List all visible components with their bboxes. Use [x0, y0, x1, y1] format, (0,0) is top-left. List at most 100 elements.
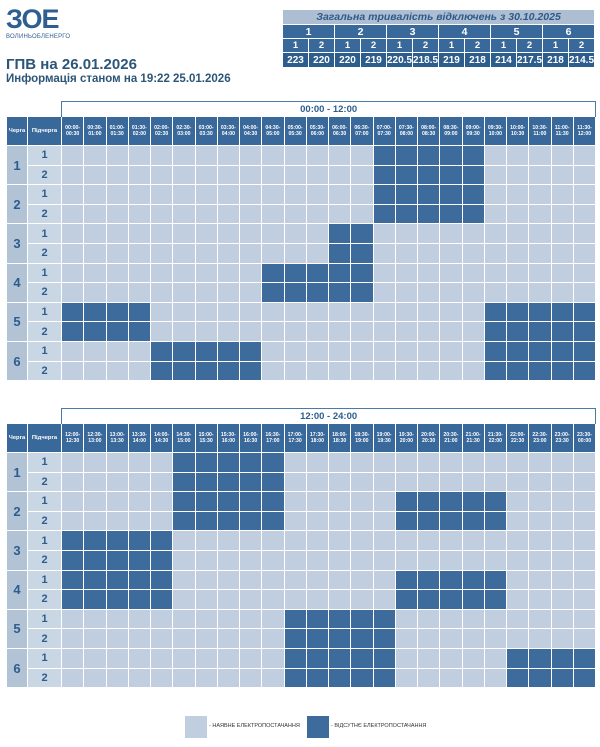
- power-cell: [83, 164, 107, 186]
- power-cell: [528, 510, 552, 532]
- schedule-row: 2: [7, 360, 597, 382]
- power-cell: [60, 491, 85, 512]
- power-cell: [127, 282, 152, 303]
- power-cell: [127, 262, 152, 284]
- power-cell: [149, 667, 174, 689]
- outage-cell: [483, 510, 508, 532]
- power-cell: [372, 321, 396, 342]
- outage-cell: [350, 282, 374, 303]
- power-cell: [149, 628, 174, 649]
- schedule-row: 2: [7, 321, 597, 342]
- power-cell: [216, 145, 241, 166]
- power-cell: [550, 164, 574, 186]
- power-cell: [105, 340, 129, 362]
- time-slot-header: 06:30- 07:00: [350, 116, 374, 146]
- time-slot-header: 21:00- 21:30: [461, 423, 485, 453]
- power-cell: [305, 471, 330, 493]
- summary-duration-value: 220: [308, 52, 335, 68]
- queue-number: 4: [6, 262, 28, 303]
- outage-cell: [83, 549, 107, 571]
- outage-cell: [394, 203, 419, 225]
- outage-cell: [283, 608, 307, 630]
- power-cell: [105, 145, 129, 166]
- power-cell: [372, 549, 396, 571]
- power-cell: [572, 608, 597, 630]
- outage-cell: [127, 569, 152, 591]
- schedule-row: 2: [7, 589, 597, 610]
- schedule-range-header: 12:00 - 24:00: [60, 408, 597, 424]
- power-cell: [350, 184, 374, 205]
- outage-cell: [127, 301, 152, 323]
- power-cell: [416, 223, 441, 244]
- power-cell: [439, 530, 463, 551]
- power-cell: [416, 452, 441, 473]
- power-cell: [261, 301, 285, 323]
- power-cell: [350, 471, 374, 493]
- time-slot-header: 23:30- 00:00: [572, 423, 597, 453]
- power-cell: [305, 301, 330, 323]
- time-slot-header: 18:30- 19:00: [350, 423, 374, 453]
- power-cell: [416, 608, 441, 630]
- power-cell: [327, 321, 352, 342]
- power-cell: [283, 242, 307, 264]
- power-cell: [327, 360, 352, 382]
- outage-cell: [283, 282, 307, 303]
- power-cell: [216, 242, 241, 264]
- time-slot-header: 09:00- 09:30: [461, 116, 485, 146]
- time-slot-header: 01:30- 02:00: [127, 116, 152, 146]
- power-cell: [528, 530, 552, 551]
- queue-number: 2: [6, 184, 28, 225]
- power-cell: [83, 667, 107, 689]
- outage-cell: [327, 242, 352, 264]
- time-slot-header: 17:00- 17:30: [283, 423, 307, 453]
- outage-cell: [416, 510, 441, 532]
- time-slot-header: 11:00- 11:30: [550, 116, 574, 146]
- outage-cell: [416, 203, 441, 225]
- outage-cell: [372, 203, 396, 225]
- power-cell: [194, 647, 218, 669]
- power-cell: [572, 510, 597, 532]
- power-cell: [172, 145, 196, 166]
- power-cell: [350, 164, 374, 186]
- power-cell: [461, 471, 485, 493]
- power-cell: [439, 223, 463, 244]
- power-cell: [416, 647, 441, 669]
- queue-column-header: Черга: [6, 423, 28, 453]
- power-cell: [83, 471, 107, 493]
- power-cell: [216, 589, 241, 610]
- power-cell: [572, 262, 597, 284]
- outage-cell: [483, 340, 508, 362]
- outage-cell: [83, 530, 107, 551]
- queue-number: 3: [6, 530, 28, 571]
- power-cell: [327, 164, 352, 186]
- outage-cell: [372, 164, 396, 186]
- outage-cell: [238, 491, 263, 512]
- outage-cell: [60, 589, 85, 610]
- queue-number: 1: [6, 451, 28, 493]
- power-cell: [238, 262, 263, 284]
- power-cell: [372, 491, 396, 512]
- outage-cell: [105, 589, 129, 610]
- outage-cell: [238, 510, 263, 532]
- outage-cell: [550, 301, 574, 323]
- outage-cell: [194, 360, 218, 382]
- outage-cell: [416, 145, 441, 166]
- power-cell: [216, 321, 241, 342]
- outage-cell: [238, 340, 263, 362]
- outage-cell: [149, 340, 174, 362]
- outage-cell: [439, 164, 463, 186]
- outage-cell: [261, 510, 285, 532]
- outage-cell: [283, 647, 307, 669]
- outage-cell: [439, 510, 463, 532]
- power-cell: [394, 301, 419, 323]
- power-cell: [127, 491, 152, 512]
- time-slot-header: 13:00- 13:30: [105, 423, 129, 453]
- power-cell: [60, 145, 85, 166]
- outage-cell: [528, 301, 552, 323]
- power-cell: [216, 223, 241, 244]
- power-cell: [172, 203, 196, 225]
- outage-cell: [372, 145, 396, 166]
- power-cell: [505, 530, 530, 551]
